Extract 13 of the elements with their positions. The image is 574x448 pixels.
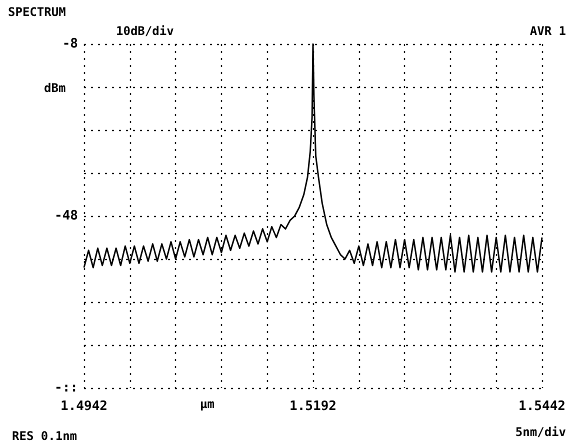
y-tick-label: -48 bbox=[54, 208, 78, 224]
x-axis-title: µm bbox=[200, 397, 214, 411]
y-tick-label: -8 bbox=[62, 36, 78, 52]
text: 10dB/div bbox=[116, 24, 174, 38]
x-tick-label: 1.5442 bbox=[518, 399, 566, 414]
y-axis-title: dBm bbox=[44, 81, 66, 95]
text: RES 0.1nm bbox=[12, 429, 78, 443]
chart-title: SPECTRUM bbox=[8, 5, 66, 19]
text: AVR 1 bbox=[530, 24, 566, 38]
x-tick-label: 1.5192 bbox=[290, 399, 336, 414]
y-tick-label: -:: bbox=[54, 380, 78, 396]
x-tick-label: 1.4942 bbox=[60, 399, 108, 414]
text: 5nm/div bbox=[515, 425, 566, 439]
